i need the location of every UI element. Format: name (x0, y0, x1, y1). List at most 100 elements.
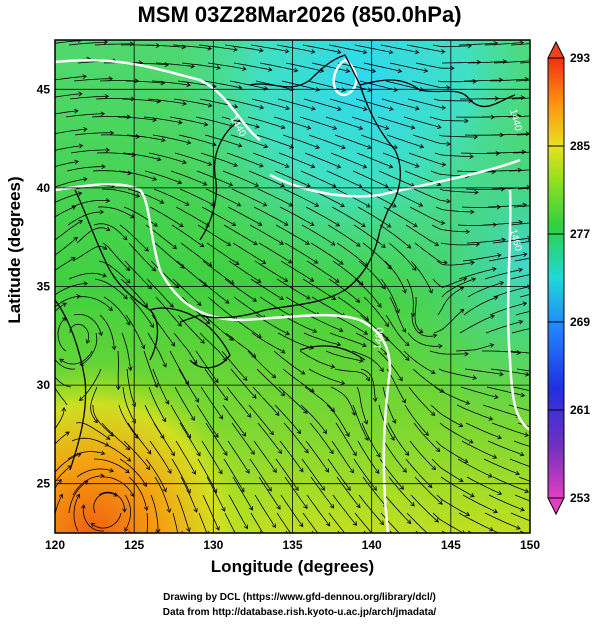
streamline (43, 332, 49, 369)
streamline-arrow-icon (577, 374, 581, 378)
streamline (101, 422, 130, 450)
streamline (327, 458, 351, 491)
streamline (408, 386, 435, 416)
streamline (201, 440, 223, 475)
streamline (82, 504, 104, 532)
streamline (433, 309, 464, 334)
streamline (149, 440, 172, 474)
streamline (233, 62, 272, 71)
streamline-arrow-icon (284, 163, 290, 168)
streamline (171, 458, 191, 494)
streamline-arrow-icon (74, 108, 79, 114)
streamline-arrow-icon (322, 540, 326, 544)
streamline (195, 350, 219, 383)
streamline (408, 152, 446, 166)
streamline-arrow-icon (215, 525, 220, 531)
streamline-arrow-icon (465, 229, 470, 235)
streamline-arrow-icon (345, 432, 350, 437)
streamline-arrow-icon (391, 419, 397, 424)
streamline (178, 368, 199, 403)
streamline (436, 494, 470, 516)
streamline-arrow-icon (497, 434, 502, 440)
streamline-arrow-icon (193, 508, 198, 513)
streamline-arrow-icon (336, 164, 342, 169)
streamline (411, 80, 450, 88)
streamline (94, 43, 134, 46)
streamline-arrow-icon (280, 124, 286, 130)
streamline-arrow-icon (166, 508, 172, 514)
streamline-arrow-icon (446, 141, 451, 147)
streamline-arrow-icon (71, 205, 77, 210)
streamline-arrow-icon (441, 162, 447, 167)
streamline (178, 134, 217, 146)
streamline-arrow-icon (352, 521, 358, 526)
streamline-arrow-icon (434, 241, 440, 246)
streamline-arrow-icon (149, 323, 154, 328)
streamline-arrow-icon (199, 242, 205, 248)
streamline (257, 188, 293, 207)
streamline-arrow-icon (578, 541, 582, 545)
streamline-arrow-icon (544, 167, 548, 171)
streamline (248, 404, 274, 435)
streamline-arrow-icon (306, 183, 311, 188)
streamline (97, 206, 135, 219)
streamline-arrow-icon (90, 522, 96, 528)
streamline (172, 512, 179, 533)
streamline-arrow-icon (57, 478, 62, 484)
streamline (414, 242, 448, 264)
streamline (509, 222, 530, 226)
streamline (284, 242, 318, 264)
streamline-arrow-icon (578, 130, 582, 134)
streamline-arrow-icon (207, 161, 213, 166)
streamline (511, 328, 530, 334)
streamline-arrow-icon (526, 284, 530, 290)
streamline-arrow-icon (330, 364, 336, 369)
streamline (143, 116, 182, 124)
streamline (91, 512, 122, 529)
streamline-arrow-icon (543, 113, 547, 117)
streamline-arrow-icon (221, 507, 226, 512)
streamline (359, 80, 398, 91)
streamline-arrow-icon (170, 341, 176, 347)
streamline (66, 166, 105, 172)
streamline (282, 368, 315, 393)
streamline (222, 170, 259, 187)
streamline (257, 422, 282, 454)
streamline-arrow-icon (335, 222, 341, 227)
streamline-arrow-icon (256, 278, 262, 283)
streamline (384, 260, 406, 294)
contour-label: 1480 (372, 326, 387, 350)
streamline-arrow-icon (135, 134, 141, 139)
streamline-arrow-icon (182, 101, 187, 106)
streamline (70, 149, 110, 154)
streamline (507, 350, 530, 354)
streamline-arrow-icon (243, 524, 248, 530)
streamline-arrow-icon (277, 449, 282, 455)
streamline-arrow-icon (45, 361, 49, 365)
streamline-arrow-icon (419, 143, 425, 149)
streamline (198, 278, 230, 304)
streamline-arrow-icon (108, 76, 114, 82)
streamline-arrow-icon (459, 286, 465, 292)
streamline-arrow-icon (338, 260, 344, 265)
streamline-arrow-icon (313, 259, 319, 264)
streamline (518, 240, 530, 244)
streamline-arrow-icon (415, 105, 420, 111)
streamline (55, 145, 83, 151)
streamline-arrow-icon (516, 113, 522, 119)
streamline (380, 278, 400, 313)
streamline (80, 332, 98, 366)
streamline-arrow-icon (381, 243, 386, 248)
streamline-arrow-icon (469, 154, 474, 159)
streamline-arrow-icon (458, 477, 464, 482)
streamline-arrow-icon (285, 105, 290, 111)
streamline-arrow-icon (78, 143, 84, 149)
streamline-arrow-icon (241, 66, 247, 71)
streamline-arrow-icon (542, 353, 546, 357)
streamline (72, 245, 107, 262)
streamline-arrow-icon (487, 473, 493, 478)
streamline (55, 465, 72, 483)
streamline-arrow-icon (441, 49, 446, 55)
streamline (301, 458, 325, 491)
streamline (512, 151, 530, 154)
